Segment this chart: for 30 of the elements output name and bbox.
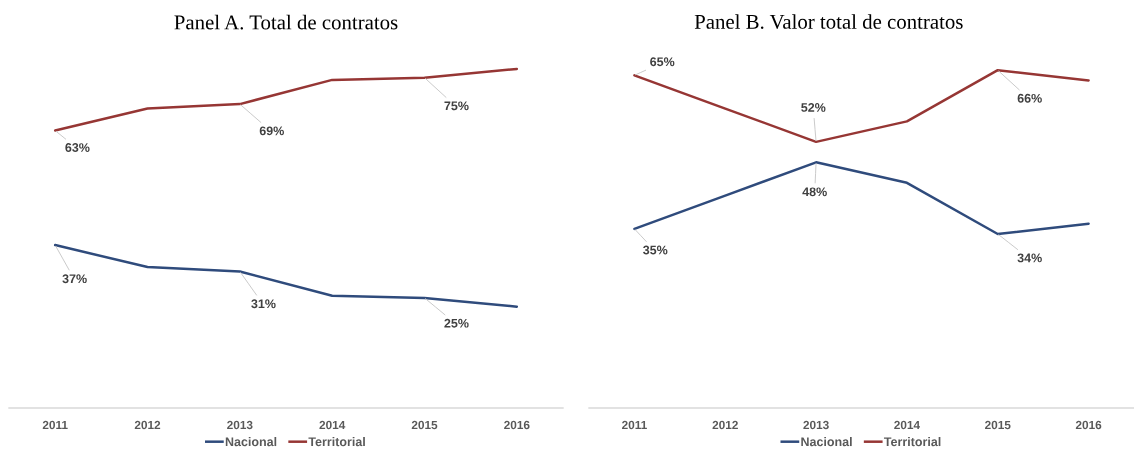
- legend-label: Nacional: [801, 437, 852, 447]
- data-label: 52%: [801, 103, 826, 112]
- x-tick-label: 2011: [622, 420, 647, 430]
- data-label: 48%: [802, 187, 827, 197]
- legend-label: Territorial: [883, 437, 941, 447]
- data-label: 35%: [643, 245, 668, 255]
- x-tick-label: 2011: [42, 420, 68, 430]
- data-label: 66%: [1017, 93, 1042, 103]
- data-label: 25%: [444, 318, 469, 328]
- x-tick-label: 2016: [504, 420, 530, 430]
- x-tick-label: 2014: [894, 420, 920, 430]
- x-tick-label: 2015: [411, 420, 438, 430]
- data-label: 63%: [65, 143, 90, 152]
- data-label: 69%: [259, 126, 284, 136]
- legend-label: Nacional: [225, 437, 277, 447]
- x-tick-label: 2016: [1075, 420, 1102, 430]
- data-label: 37%: [62, 274, 87, 284]
- x-tick-label: 2013: [227, 420, 253, 430]
- data-label: 65%: [650, 57, 675, 67]
- x-tick-label: 2014: [319, 420, 346, 430]
- data-label: 31%: [251, 299, 276, 309]
- x-tick-label: 2012: [134, 420, 161, 430]
- x-tick-label: 2013: [803, 420, 829, 430]
- legend-label: Territorial: [308, 437, 365, 447]
- chart-title: Panel B. Valor total de contratos: [694, 14, 963, 29]
- x-tick-label: 2012: [712, 420, 738, 430]
- x-tick-label: 2015: [985, 420, 1011, 430]
- data-label: 34%: [1017, 253, 1042, 263]
- data-label: 75%: [444, 101, 469, 111]
- chart-title: Panel A. Total de contratos: [174, 14, 398, 30]
